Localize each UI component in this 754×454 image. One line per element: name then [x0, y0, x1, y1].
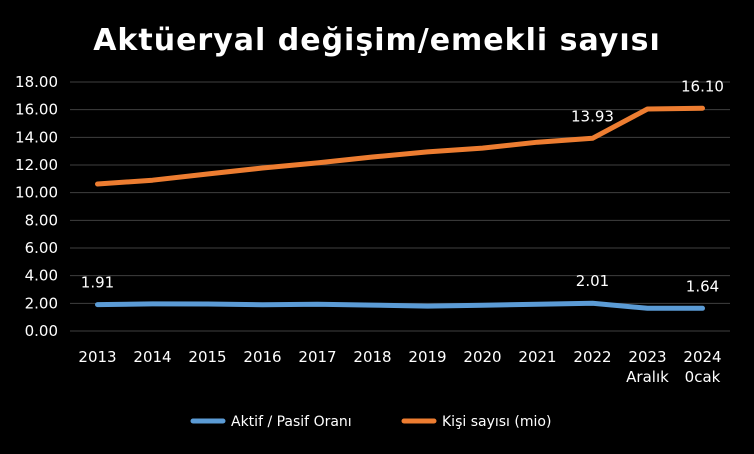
- x-tick-label: Aralık: [626, 368, 669, 386]
- y-tick-label: 12.00: [15, 156, 58, 174]
- x-axis: 2013 2014 2015 2016 2017 2018 2019 2020 2021 2022…: [78, 348, 721, 386]
- data-label: 1.64: [686, 277, 719, 295]
- x-tick-label: 2023: [628, 348, 666, 366]
- data-labels: 1.91 2.01 1.64 13.93 16.10: [81, 77, 724, 295]
- y-tick-label: 2.00: [25, 294, 58, 312]
- y-tick-label: 14.00: [15, 128, 58, 146]
- x-tick-label: 2016: [243, 348, 281, 366]
- x-tick-label: 2019: [408, 348, 446, 366]
- y-tick-label: 18.00: [15, 73, 58, 91]
- data-label: 13.93: [571, 107, 614, 125]
- y-tick-label: 4.00: [25, 267, 58, 285]
- data-label: 1.91: [81, 274, 114, 292]
- data-label: 16.10: [681, 77, 724, 95]
- x-tick-label: 2021: [518, 348, 556, 366]
- y-axis: 0.00 2.00 4.00 6.00 8.00 10.00 12.00 14.00 16.00…: [15, 73, 58, 340]
- y-tick-label: 6.00: [25, 239, 58, 257]
- legend: Aktif / Pasif Oranı Kişi sayısı (mio): [190, 414, 551, 430]
- y-tick-label: 0.00: [25, 322, 58, 340]
- series-lines: [95, 105, 705, 311]
- x-tick-label: 2017: [298, 348, 336, 366]
- x-tick-label: 2018: [353, 348, 391, 366]
- x-tick-label: 0cak: [685, 368, 721, 386]
- chart-title: Aktüeryal değişim/emekli sayısı: [93, 23, 661, 58]
- x-tick-label: 2014: [133, 348, 171, 366]
- x-tick-label: 2020: [463, 348, 501, 366]
- legend-label-1: Kişi sayısı (mio): [442, 414, 551, 430]
- y-tick-label: 10.00: [15, 184, 58, 202]
- y-tick-label: 16.00: [15, 101, 58, 119]
- y-tick-label: 8.00: [25, 211, 58, 229]
- x-tick-label: 2015: [188, 348, 226, 366]
- data-label: 2.01: [576, 272, 609, 290]
- x-tick-label: 2013: [78, 348, 116, 366]
- x-tick-label: 2024: [683, 348, 721, 366]
- x-tick-label: 2022: [573, 348, 611, 366]
- series-line-1: [95, 105, 705, 187]
- legend-label-0: Aktif / Pasif Oranı: [231, 414, 352, 430]
- series-line-0: [95, 300, 705, 311]
